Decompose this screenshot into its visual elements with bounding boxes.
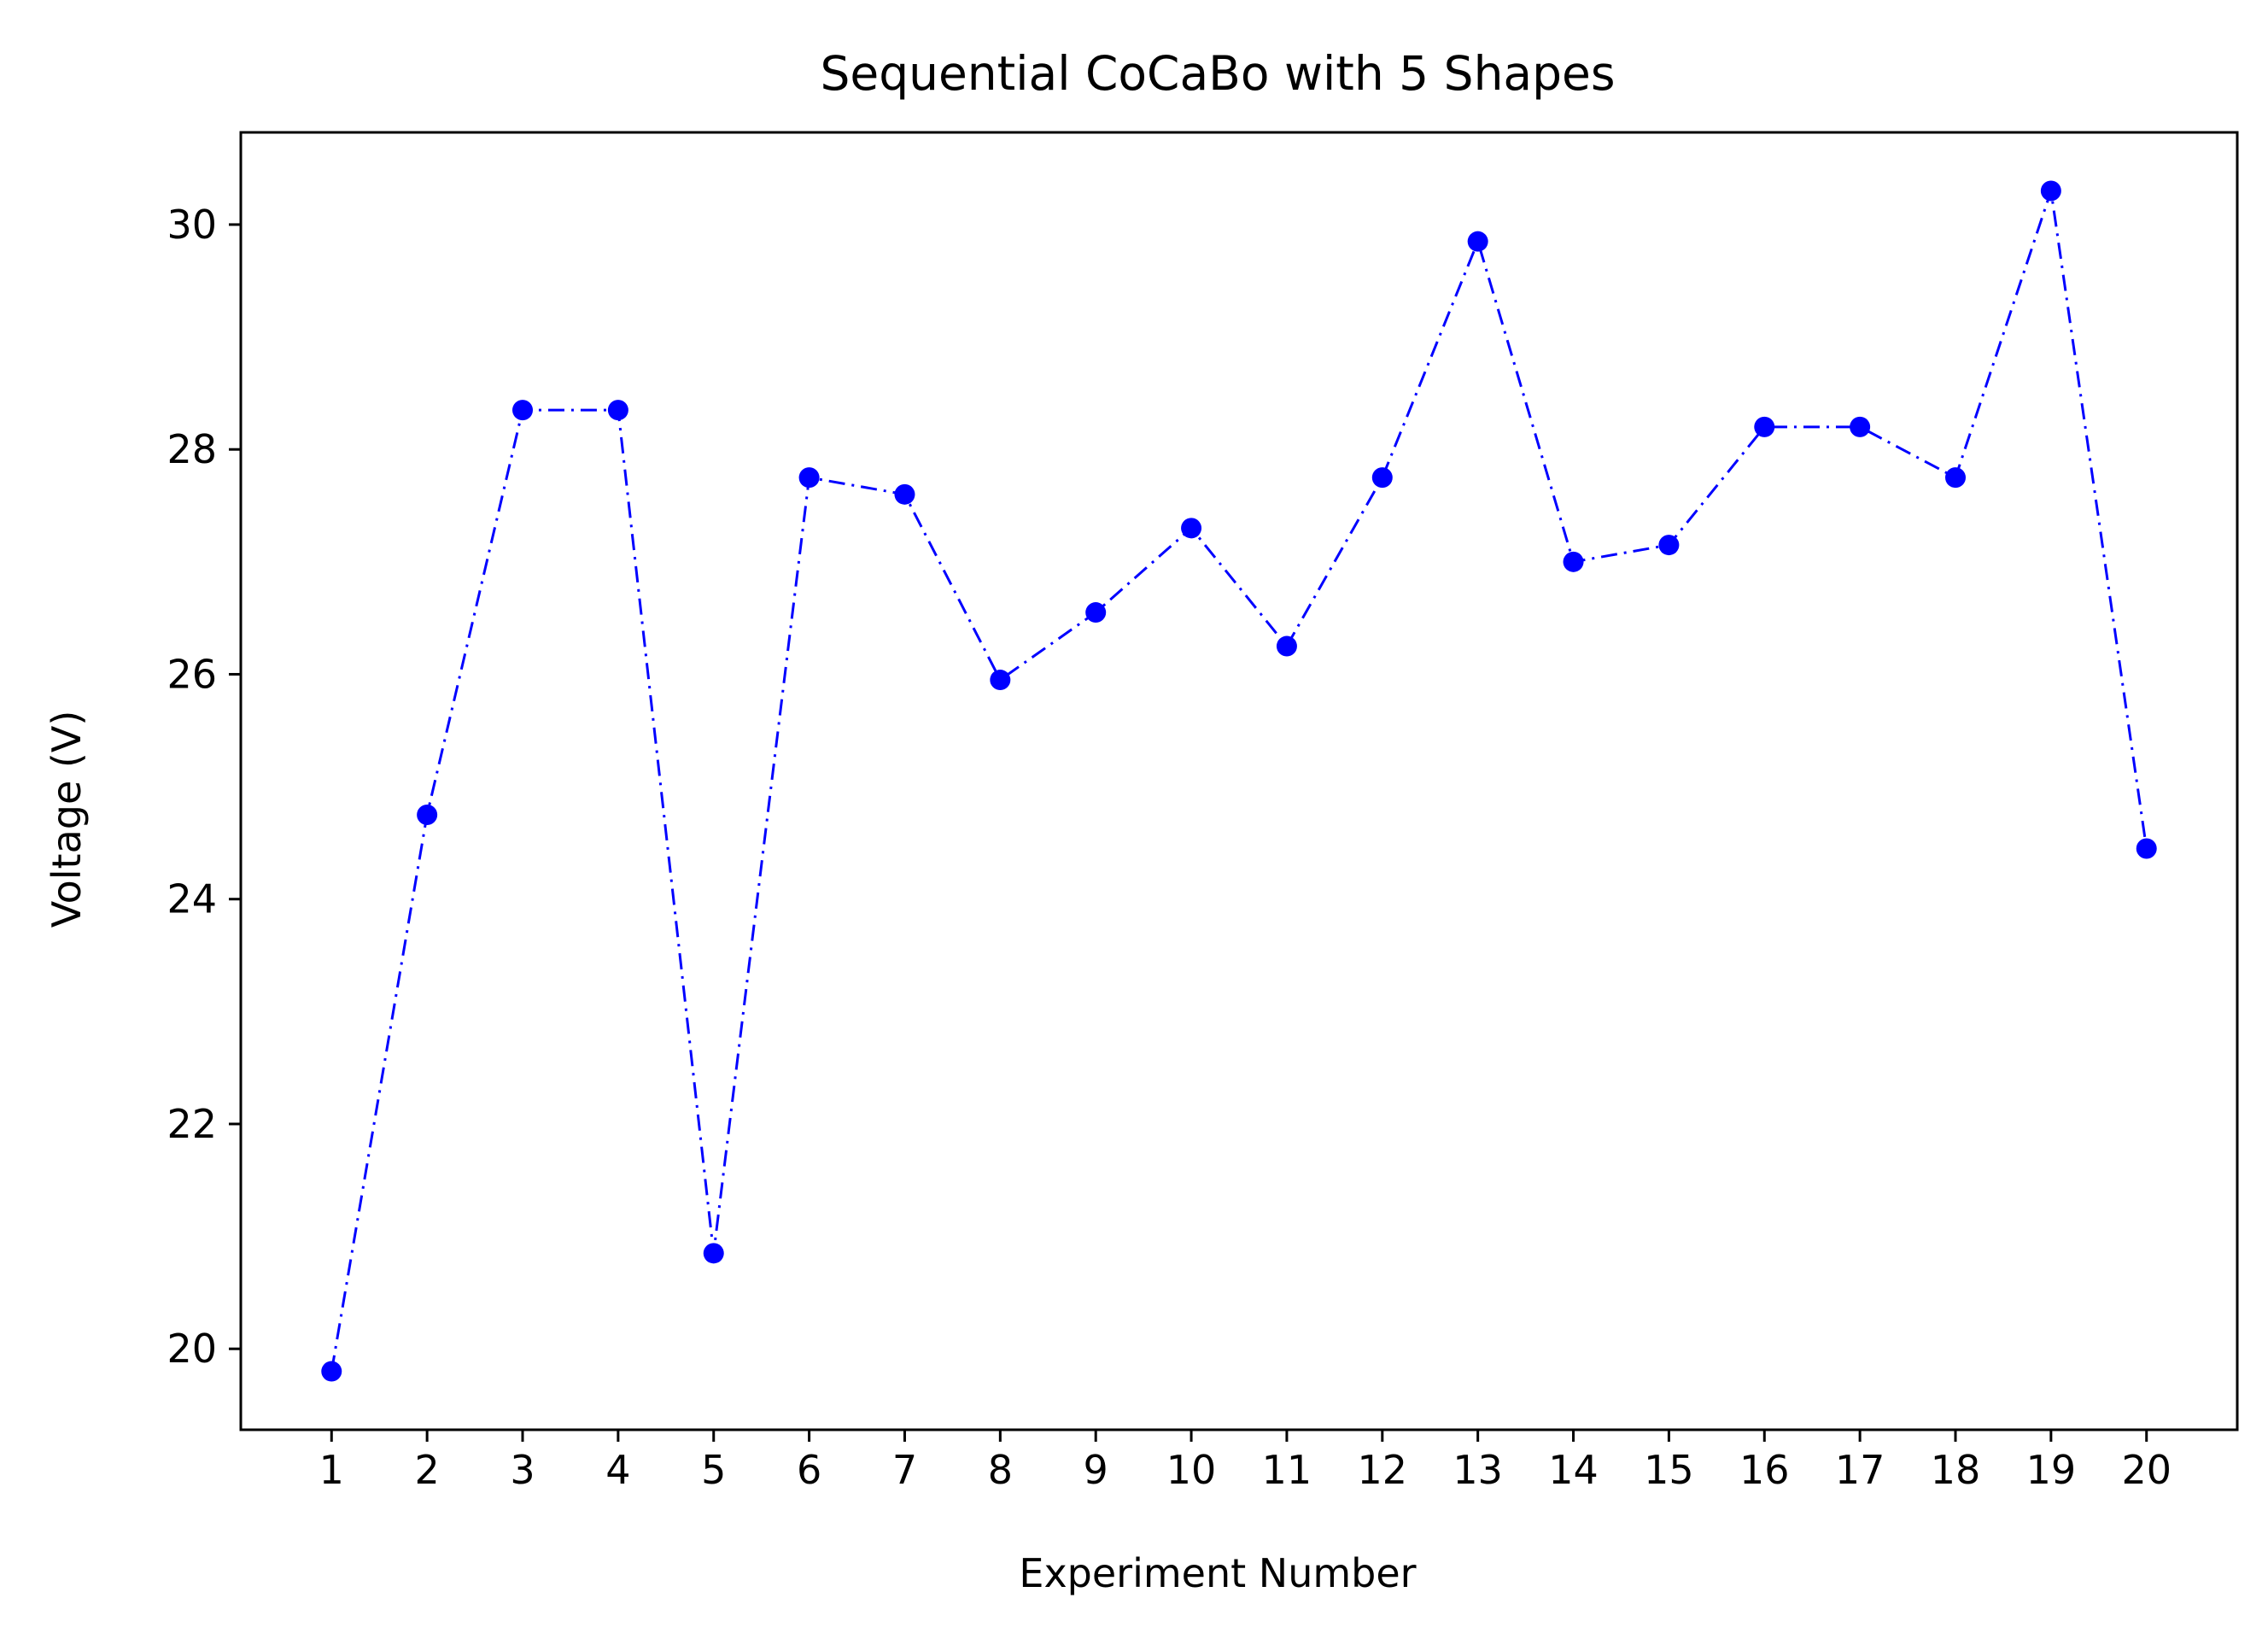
y-tick-label: 22 [167,1101,217,1147]
x-tick-label: 7 [892,1447,917,1493]
x-tick-label: 19 [2026,1447,2077,1493]
data-point [894,483,915,505]
data-point [417,804,438,825]
data-point [990,670,1011,691]
data-point [1371,467,1393,489]
x-tick-label: 5 [701,1447,726,1493]
x-tick-label: 17 [1835,1447,1885,1493]
data-point [1467,231,1488,252]
data-point [798,467,820,489]
data-point [1944,467,1966,489]
data-point [1276,635,1297,657]
y-tick-label: 20 [167,1326,217,1372]
x-tick-label: 13 [1453,1447,1503,1493]
data-point [2040,180,2061,202]
plot-frame [239,131,2239,1431]
data-point [1181,518,1202,539]
data-point [321,1361,342,1382]
y-tick-label: 28 [167,426,217,472]
x-tick-label: 14 [1548,1447,1599,1493]
x-tick-label: 8 [988,1447,1013,1493]
plot-area: 1 2 3 4 5 6 7 8 9 10 11 12 13 14 15 16 17 18 19 20202224262… [167,180,2172,1493]
x-tick-label: 15 [1644,1447,1694,1493]
x-tick-label: 4 [605,1447,630,1493]
x-tick-label: 20 [2121,1447,2172,1493]
chart-title: Sequential CoCaBo with 5 Shapes [820,46,1615,101]
y-axis-title: Voltage (V) [44,711,90,928]
y-tick-label: 24 [167,876,217,922]
x-axis-title: Experiment Number [1019,1550,1416,1596]
x-tick-label: 10 [1166,1447,1217,1493]
x-tick-label: 6 [797,1447,821,1493]
data-point [1563,551,1584,572]
x-tick-label: 3 [510,1447,535,1493]
x-tick-label: 18 [1931,1447,1981,1493]
data-point [512,400,534,421]
data-point [2136,838,2157,859]
x-tick-label: 2 [414,1447,439,1493]
x-tick-label: 9 [1084,1447,1108,1493]
data-point [607,400,628,421]
x-tick-label: 12 [1358,1447,1408,1493]
x-tick-label: 16 [1739,1447,1790,1493]
x-tick-label: 11 [1262,1447,1312,1493]
data-point [1754,416,1775,437]
series-line [330,190,2148,1372]
data-point [1085,602,1107,623]
y-tick-label: 30 [167,202,217,248]
data-point [1850,416,1871,437]
y-tick-label: 26 [167,651,217,697]
data-point [703,1243,724,1264]
x-tick-label: 1 [319,1447,344,1493]
data-point [1658,535,1680,556]
